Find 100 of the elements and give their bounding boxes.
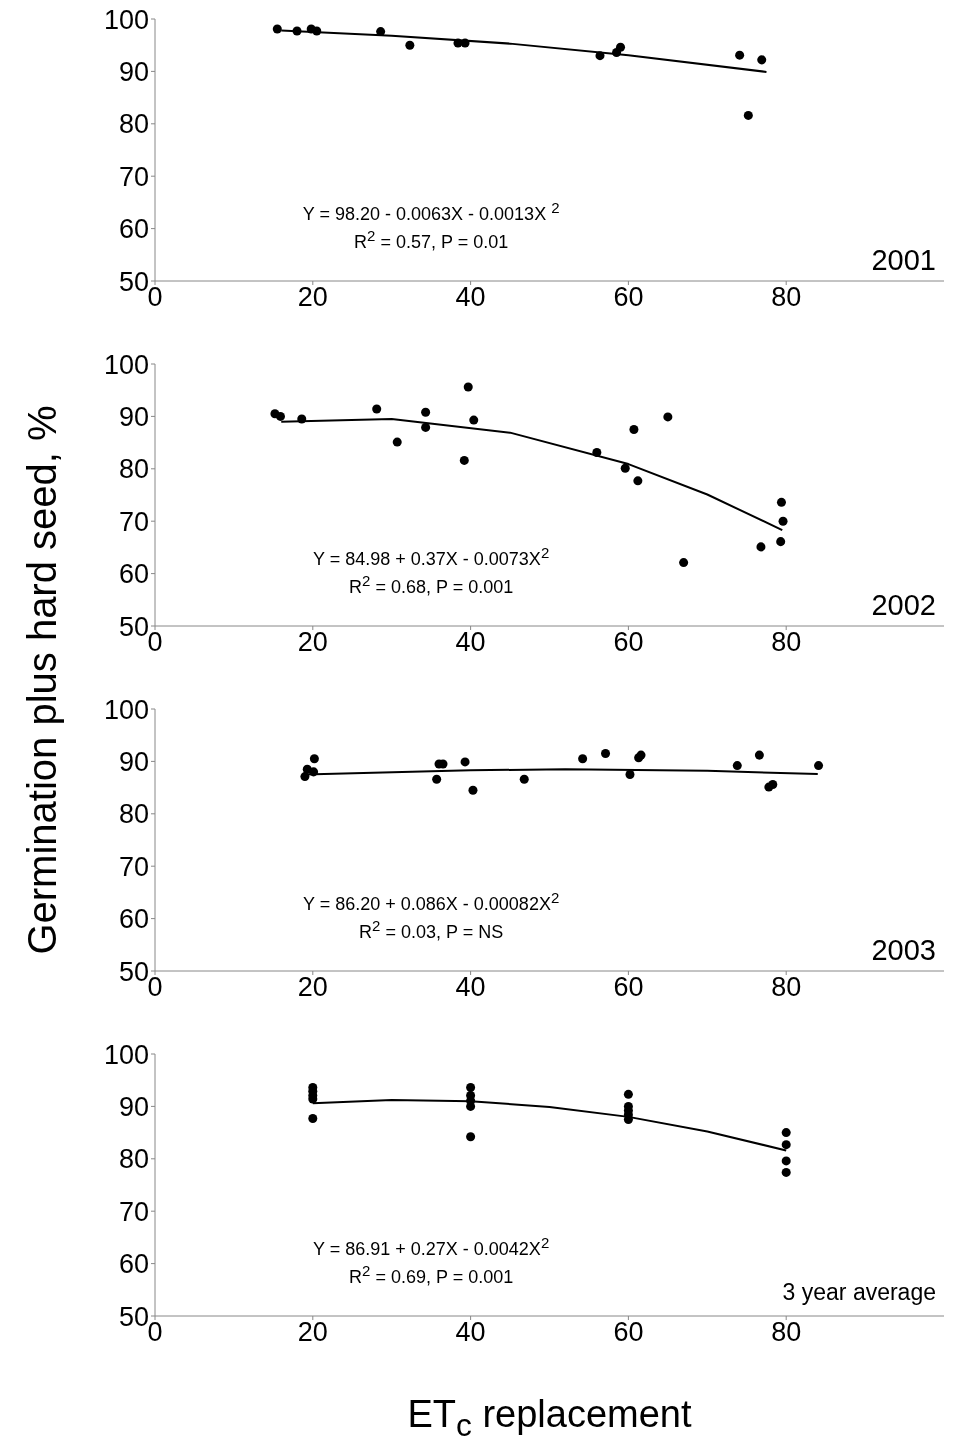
x-tick-label: 80: [771, 282, 802, 313]
y-tick-label: 80: [118, 109, 149, 140]
x-tick-label: 20: [297, 1317, 328, 1348]
point: [309, 754, 319, 764]
y-tick-label: 90: [118, 56, 149, 87]
y-tick-label: 60: [118, 559, 149, 590]
y-tick-label: 90: [118, 1091, 149, 1122]
annotation: 2003: [871, 934, 936, 968]
y-tick-label: 60: [118, 214, 149, 245]
x-tick-label: 80: [771, 627, 802, 658]
point: [468, 785, 478, 795]
point: [432, 774, 442, 784]
x-tick-label: 60: [613, 627, 644, 658]
x-tick-label: 40: [455, 627, 486, 658]
y-tick-label: 100: [103, 1039, 149, 1070]
point: [463, 382, 473, 392]
point: [757, 55, 767, 65]
point: [272, 24, 282, 34]
annotation: 2001: [871, 244, 936, 278]
x-tick-label: 20: [297, 627, 328, 658]
y-tick-label: 80: [118, 1144, 149, 1175]
point: [778, 516, 788, 526]
point: [372, 404, 382, 414]
point: [578, 754, 588, 764]
x-tick-label: 20: [297, 282, 328, 313]
point: [308, 1113, 318, 1123]
point: [679, 558, 689, 568]
point: [466, 1083, 476, 1093]
point: [781, 1140, 791, 1150]
annotation: R$^{2}$ = 0.69, P = 0.001: [348, 1261, 515, 1289]
y-axis-title: Germination plus hard seed, %: [19, 405, 65, 955]
point: [754, 750, 764, 760]
annotation: R$^{2}$ = 0.57, P = 0.01: [353, 226, 510, 254]
y-tick-label: 50: [118, 611, 149, 642]
point: [459, 455, 469, 465]
point: [601, 749, 611, 759]
point: [297, 414, 307, 424]
point: [392, 437, 402, 447]
x-tick-label: 80: [771, 1317, 802, 1348]
y-tick-label: 80: [118, 799, 149, 830]
annotation: R$^{2}$ = 0.68, P = 0.001: [348, 571, 515, 599]
annotation: Y = 86.91 + 0.27X - 0.0042X$^{2}$: [312, 1233, 551, 1261]
point: [776, 497, 786, 507]
x-tick-label: 0: [147, 972, 163, 1003]
x-tick-label: 60: [613, 1317, 644, 1348]
point: [781, 1156, 791, 1166]
point: [633, 476, 643, 486]
y-tick-label: 50: [118, 956, 149, 987]
point: [743, 110, 753, 120]
point: [732, 761, 742, 771]
x-tick-label: 40: [455, 282, 486, 313]
y-tick-label: 50: [118, 266, 149, 297]
x-tick-label: 60: [613, 972, 644, 1003]
point: [466, 1132, 476, 1142]
point: [781, 1128, 791, 1138]
point: [460, 757, 470, 767]
x-tick-label: 0: [147, 627, 163, 658]
y-tick-label: 70: [118, 851, 149, 882]
annotation: Y = 86.20 + 0.086X - 0.00082X$^{2}$: [302, 888, 561, 916]
annotation: R$^{2}$ = 0.03, P = NS: [358, 916, 505, 944]
point: [620, 463, 630, 473]
point: [623, 1089, 633, 1099]
y-tick-label: 70: [118, 161, 149, 192]
y-tick-label: 90: [118, 746, 149, 777]
x-tick-label: 0: [147, 282, 163, 313]
point: [629, 424, 639, 435]
y-tick-label: 100: [103, 4, 149, 35]
annotation: 3 year average: [782, 1279, 936, 1307]
point: [292, 26, 302, 36]
y-tick-label: 60: [118, 1249, 149, 1280]
point: [312, 26, 322, 36]
point: [735, 50, 745, 60]
point: [469, 415, 479, 425]
point: [519, 774, 529, 784]
x-tick-label: 20: [297, 972, 328, 1003]
point: [309, 767, 319, 777]
point: [592, 448, 602, 458]
point: [625, 769, 635, 780]
y-tick-label: 100: [103, 349, 149, 380]
point: [421, 407, 431, 417]
x-tick-label: 60: [613, 282, 644, 313]
x-tick-label: 80: [771, 972, 802, 1003]
y-tick-label: 50: [118, 1301, 149, 1332]
x-tick-label: 40: [455, 972, 486, 1003]
point: [776, 537, 786, 547]
y-tick-label: 100: [103, 694, 149, 725]
annotation: Y = 98.20 - 0.0063X - 0.0013X $^{2}$: [301, 198, 561, 226]
point: [460, 38, 470, 48]
point: [595, 51, 605, 61]
point: [768, 779, 778, 789]
x-axis-title: ET$_{c}$ replacement: [406, 1393, 693, 1443]
y-tick-label: 70: [118, 1196, 149, 1227]
annotation: 2002: [871, 589, 936, 623]
x-tick-label: 40: [455, 1317, 486, 1348]
point: [421, 422, 431, 432]
point: [781, 1167, 791, 1177]
y-tick-label: 60: [118, 904, 149, 935]
point: [616, 42, 626, 52]
annotation: Y = 84.98 + 0.37X - 0.0073X$^{2}$: [312, 543, 551, 571]
y-tick-label: 70: [118, 506, 149, 537]
